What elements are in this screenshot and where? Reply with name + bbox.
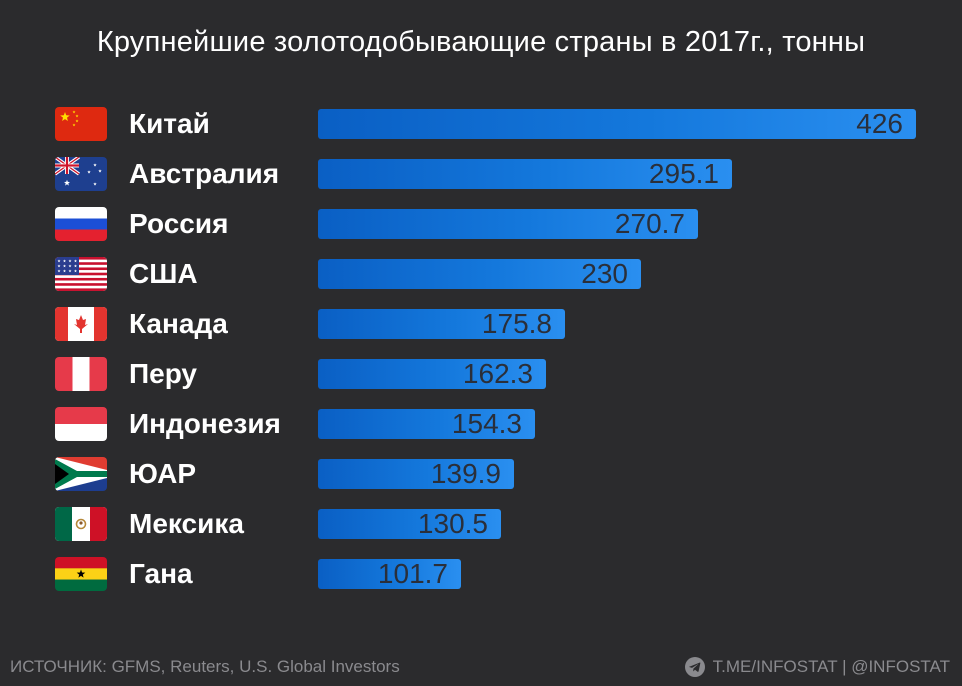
data-label: 295.1: [648, 158, 719, 189]
category-label: ЮАР: [129, 458, 197, 489]
bar: [318, 259, 641, 289]
usa-flag-icon: [55, 257, 107, 291]
data-label: 139.9: [430, 458, 501, 489]
category-label: Мексика: [129, 508, 244, 539]
data-label: 154.3: [451, 408, 522, 439]
indonesia-flag-icon: [55, 407, 107, 441]
data-label: 230: [581, 258, 628, 289]
data-label: 270.7: [614, 208, 685, 239]
bar: [318, 309, 565, 339]
category-label: Китай: [129, 108, 210, 139]
australia-flag-icon: [55, 157, 107, 191]
bar: [318, 159, 732, 189]
bar-row: Мексика 130.5: [0, 507, 962, 541]
category-label: Перу: [129, 358, 198, 389]
peru-flag-icon: [55, 357, 107, 391]
bar: [318, 509, 501, 539]
category-label: Канада: [129, 308, 228, 339]
bar: [318, 459, 514, 489]
bar-row: Гана 101.7: [0, 557, 962, 591]
credit-text: T.ME/INFOSTAT | @INFOSTAT: [712, 657, 950, 676]
bar: [318, 109, 916, 139]
category-label: Россия: [129, 208, 229, 239]
bar-row: Индонезия 154.3: [0, 407, 962, 441]
bar: [318, 209, 698, 239]
bar: [318, 559, 461, 589]
category-label: Австралия: [129, 158, 280, 189]
bar-row: Австралия 295.1: [0, 157, 962, 191]
canada-flag-icon: [55, 307, 107, 341]
data-label: 101.7: [377, 558, 448, 589]
bar-row: Китай 426: [0, 107, 962, 141]
data-label: 426: [856, 108, 903, 139]
data-label: 130.5: [417, 508, 488, 539]
bar-row: Россия 270.7: [0, 207, 962, 241]
bar-row: США 230: [0, 257, 962, 291]
category-label: Гана: [129, 558, 193, 589]
category-label: США: [129, 258, 198, 289]
telegram-icon: [684, 657, 705, 677]
south-africa-flag-icon: [55, 457, 107, 491]
ghana-flag-icon: [55, 557, 107, 591]
bar-row: Перу 162.3: [0, 357, 962, 391]
bar-row: Канада 175.8: [0, 307, 962, 341]
bar: [318, 409, 535, 439]
data-label: 175.8: [481, 308, 552, 339]
chart-title: Крупнейшие золотодобывающие страны в 201…: [96, 26, 866, 58]
bar: [318, 359, 546, 389]
channel-credit[interactable]: T.ME/INFOSTAT | @INFOSTAT: [684, 655, 950, 679]
data-label: 162.3: [462, 358, 533, 389]
category-label: Индонезия: [129, 408, 281, 439]
china-flag-icon: [55, 107, 107, 141]
mexico-flag-icon: [55, 507, 107, 541]
bar-row: ЮАР 139.9: [0, 457, 962, 491]
source-note: ИСТОЧНИК: GFMS, Reuters, U.S. Global Inv…: [10, 657, 400, 676]
russia-flag-icon: [55, 207, 107, 241]
